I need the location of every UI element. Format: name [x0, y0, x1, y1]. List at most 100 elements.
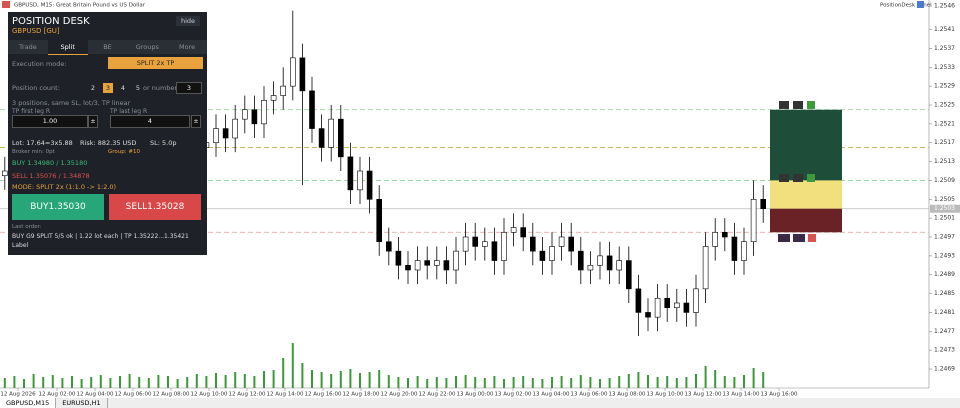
x-tick-label: 13 Aug 14:00: [722, 392, 760, 398]
tab[interactable]: Trade: [8, 40, 48, 54]
chart-icon: [2, 1, 10, 8]
volume-bar: [61, 378, 64, 388]
position-panel: POSITION DESK hide GBPUSD [GU] Execution…: [8, 12, 207, 255]
tab[interactable]: Split: [47, 40, 88, 55]
tab[interactable]: BE: [87, 40, 128, 54]
zone-button[interactable]: [779, 101, 789, 109]
volume-bar: [359, 373, 361, 388]
candle-body: [280, 85, 287, 96]
volume-bar: [215, 373, 217, 388]
sell-button[interactable]: SELL1.35028: [109, 194, 201, 220]
tp-last-stepper[interactable]: ±: [191, 115, 201, 128]
chart-tab[interactable]: EURUSD,H1: [56, 398, 108, 408]
volume-bar: [32, 374, 35, 388]
tab[interactable]: More: [167, 40, 207, 54]
tp-first-input[interactable]: 1.00: [12, 115, 88, 128]
zone-button[interactable]: [793, 174, 803, 182]
label: Label: [12, 242, 29, 249]
tp-last-input[interactable]: 4: [110, 115, 190, 128]
volume-bar: [416, 376, 419, 388]
chart-tab[interactable]: GBPUSD,M15: [0, 398, 57, 408]
candle-body: [510, 227, 517, 233]
candle-body: [760, 198, 767, 210]
volume-bar: [253, 376, 256, 388]
candle-body: [328, 118, 335, 148]
candle-body: [693, 288, 699, 313]
candle-body: [673, 302, 680, 309]
zone-button[interactable]: [793, 234, 805, 242]
volume-bar: [378, 370, 381, 388]
count-input[interactable]: 3: [176, 82, 202, 94]
broker-min: Broker min: 0pt: [12, 149, 55, 155]
y-tick-label: 1.2541: [934, 26, 955, 33]
mode-line: MODE: SPLIT 2x (1:1.0 -> 1:2.0): [12, 183, 117, 191]
group: Group: #10: [108, 149, 140, 155]
lot: Lot: 17.64=3x5.88: [12, 139, 73, 147]
zone-button[interactable]: [807, 174, 815, 182]
candle-body: [289, 57, 296, 87]
x-tick-label: 13 Aug 16:00: [760, 392, 798, 398]
volume-bar: [3, 378, 6, 388]
count-button[interactable]: 4: [120, 84, 126, 92]
volume-bar: [675, 378, 678, 388]
count-button[interactable]: 2: [90, 84, 96, 92]
count-button[interactable]: 3: [103, 83, 113, 93]
candle-body: [731, 236, 738, 261]
x-tick-label: 13 Aug 02:00: [494, 392, 532, 398]
candle-body: [251, 109, 258, 125]
volume-bar: [147, 378, 150, 388]
volume-bar: [560, 376, 563, 388]
zone-buttons: [778, 101, 816, 242]
volume-bar: [541, 379, 544, 388]
zone-button[interactable]: [807, 101, 815, 109]
candle-body: [261, 99, 267, 125]
chart-tabs: GBPUSD,M15 EURUSD,H1: [0, 398, 960, 408]
window-title: GBPUSD, M15: Great Britain Pound vs US D…: [14, 3, 146, 9]
volume-bar: [90, 377, 93, 388]
y-tick-label: 1.2546: [934, 3, 955, 10]
volume-bar: [205, 376, 208, 388]
candle-body: [443, 260, 450, 271]
candle-body: [453, 250, 459, 271]
volume-bar: [138, 377, 141, 388]
candle-body: [213, 128, 219, 144]
x-tick-label: 13 Aug 10:00: [646, 392, 684, 398]
count-button[interactable]: 5: [135, 84, 141, 92]
zone-button[interactable]: [778, 234, 790, 242]
volume-bar: [397, 377, 400, 388]
volume-bar: [234, 372, 237, 388]
candle-body: [472, 236, 479, 247]
volume-bar: [291, 343, 294, 388]
candle-body: [395, 250, 402, 266]
y-tick-label: 1.2509: [934, 177, 955, 184]
x-tick-label: 12 Aug 04:00: [76, 392, 114, 398]
candle-body: [616, 260, 623, 271]
volume-bar: [128, 374, 131, 388]
zone-button[interactable]: [793, 101, 803, 109]
y-tick-label: 1.2485: [934, 290, 955, 297]
zone-button[interactable]: [808, 234, 816, 242]
volume-bar: [80, 379, 83, 388]
buy-line: BUY 1.34980 / 1.35180: [12, 159, 88, 167]
candle-body: [529, 236, 536, 252]
tp-first-stepper[interactable]: ±: [88, 115, 98, 128]
execution-mode-button[interactable]: SPLIT 2x TP: [108, 57, 203, 69]
volume-bar: [752, 368, 755, 388]
y-tick-label: 1.2533: [934, 64, 955, 71]
volume-bar: [51, 375, 54, 388]
indicator-name: PositionDesk Panel: [880, 3, 932, 9]
candle-body: [645, 312, 651, 318]
candle-body: [270, 95, 277, 101]
candle-body: [712, 231, 719, 247]
buy-button[interactable]: BUY1.35030: [12, 194, 104, 220]
candle-body: [683, 302, 690, 313]
candle-body: [232, 118, 238, 139]
hide-button[interactable]: hide: [176, 16, 200, 26]
volume-bar: [531, 378, 534, 388]
candle-body: [414, 260, 421, 271]
candle-body: [635, 288, 642, 313]
sell-line: SELL 1.35076 / 1.34878: [12, 172, 90, 180]
tab[interactable]: Groups: [127, 40, 168, 54]
candle-body: [424, 260, 431, 266]
zone-button[interactable]: [779, 174, 789, 182]
